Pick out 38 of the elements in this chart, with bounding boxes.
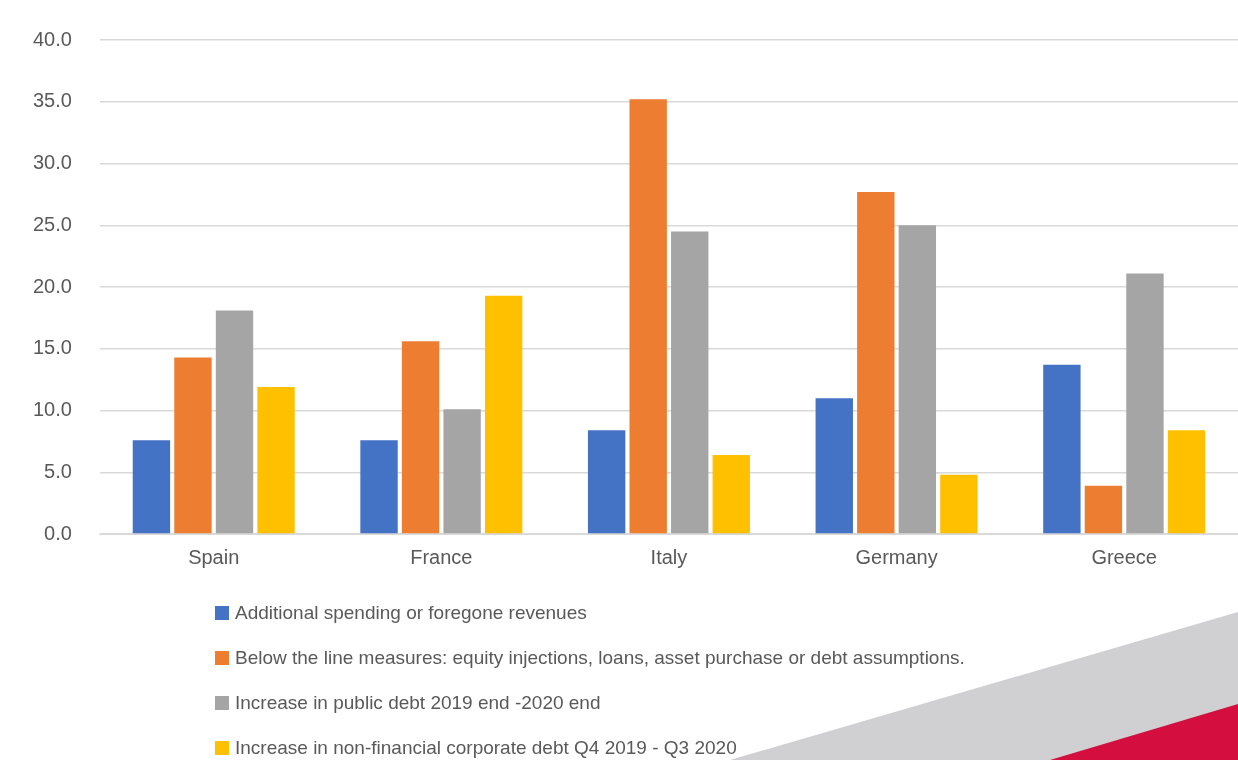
bar xyxy=(587,430,626,534)
legend-label: Increase in public debt 2019 end -2020 end xyxy=(235,692,601,714)
legend-label: Below the line measures: equity injections, loans, asset purchase or debt assumptions. xyxy=(235,647,965,669)
y-tick-label: 15.0 xyxy=(32,336,72,359)
bar xyxy=(132,440,171,534)
bar xyxy=(360,440,398,534)
x-tick-label: Germany xyxy=(855,545,938,568)
y-tick-label: 40.0 xyxy=(32,27,72,50)
legend-label: Increase in non-financial corporate debt Q4 2019 - Q3 2020 xyxy=(235,737,737,759)
bar xyxy=(1126,273,1164,534)
bar xyxy=(257,387,295,534)
bar xyxy=(1084,485,1123,534)
x-tick-label: France xyxy=(410,545,473,568)
bar xyxy=(1167,430,1206,534)
y-tick-label: 20.0 xyxy=(32,274,72,297)
x-tick-label: Greece xyxy=(1091,545,1157,568)
y-tick-label: 10.0 xyxy=(32,398,72,421)
bar xyxy=(484,295,523,534)
bar xyxy=(712,454,750,534)
bar xyxy=(443,409,481,534)
y-tick-label: 25.0 xyxy=(32,212,72,235)
bar xyxy=(629,99,667,534)
x-tick-label: Spain xyxy=(188,545,240,568)
bar xyxy=(215,310,254,534)
legend-label: Additional spending or foregone revenues xyxy=(235,602,587,624)
bar xyxy=(401,341,440,534)
bar xyxy=(174,357,212,534)
bar xyxy=(815,398,853,534)
bar xyxy=(857,191,895,534)
y-tick-label: 35.0 xyxy=(32,89,72,112)
bar xyxy=(940,474,978,534)
bar xyxy=(671,231,709,534)
y-tick-label: 30.0 xyxy=(32,151,72,174)
y-tick-label: 0.0 xyxy=(44,521,72,544)
x-tick-label: Italy xyxy=(650,545,688,568)
y-tick-label: 5.0 xyxy=(44,459,72,482)
bar xyxy=(1043,364,1081,534)
bar xyxy=(898,225,937,534)
